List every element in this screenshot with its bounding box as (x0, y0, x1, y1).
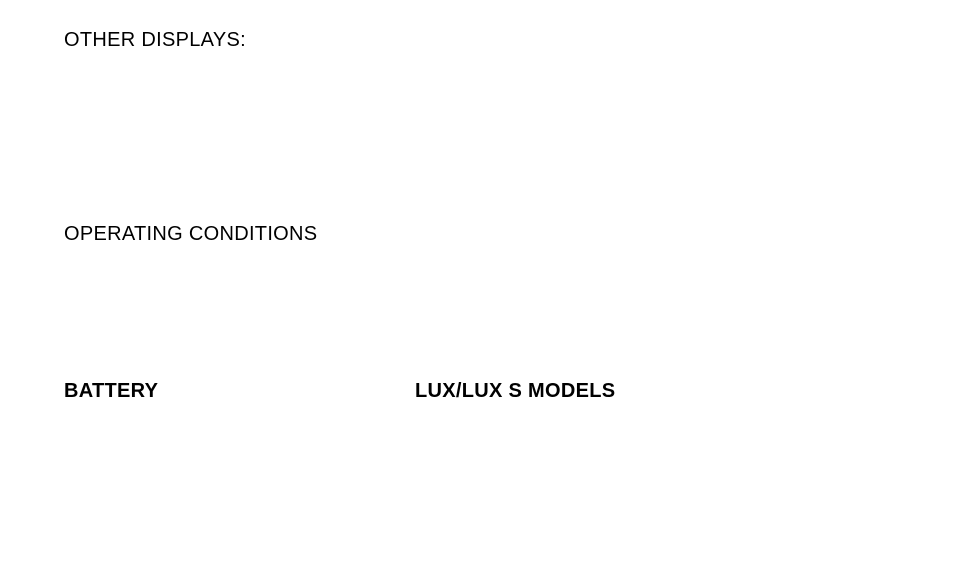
heading-operating-conditions: OPERATING CONDITIONS (64, 223, 317, 246)
heading-battery: BATTERY (64, 380, 158, 403)
heading-other-displays: OTHER DISPLAYS: (64, 29, 246, 52)
heading-lux-models: LUX/LUX S MODELS (415, 380, 615, 403)
